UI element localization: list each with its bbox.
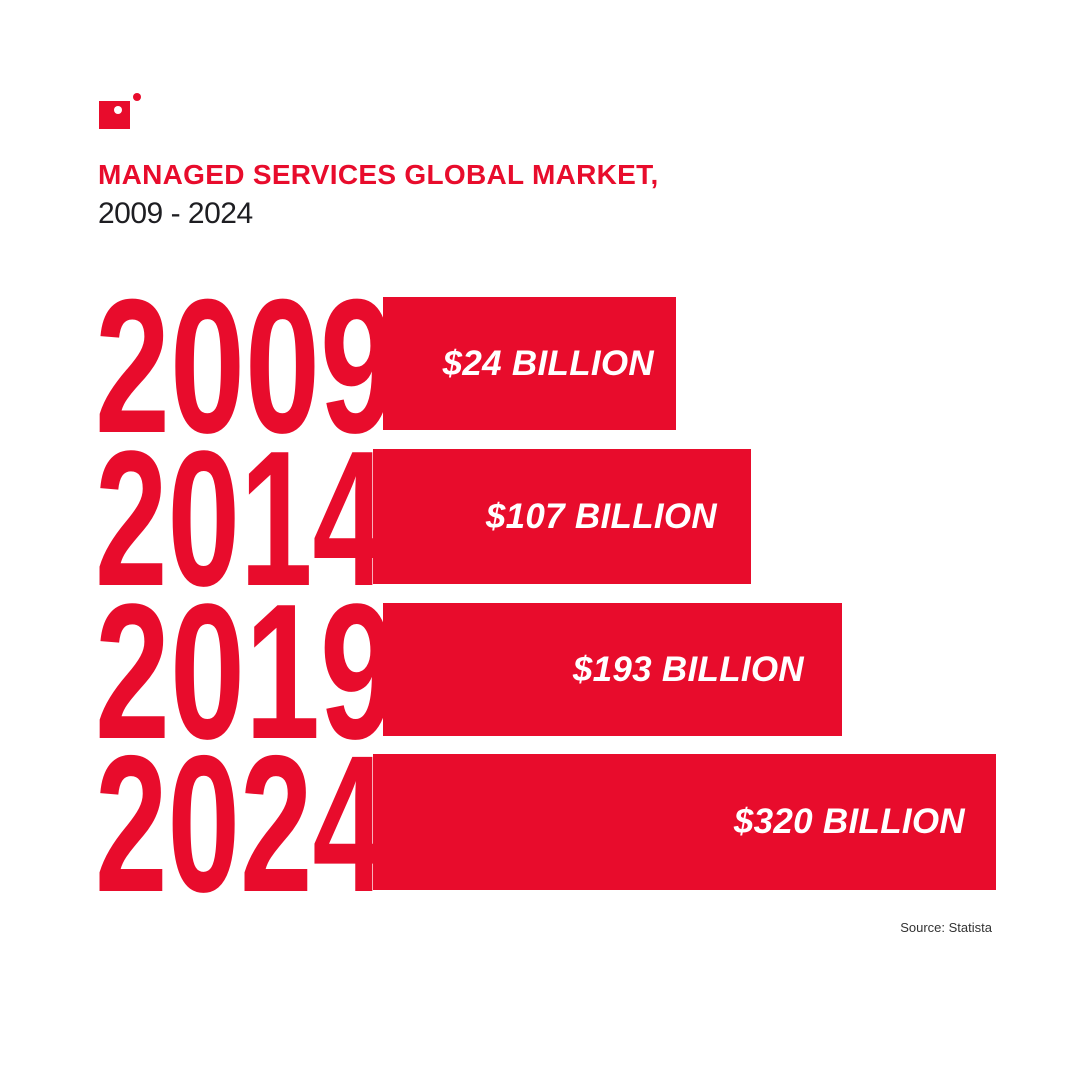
svg-text:2019: 2019 (95, 563, 395, 779)
bar: $320 BILLION (373, 754, 996, 890)
chart-title: MANAGED SERVICES GLOBAL MARKET, (98, 159, 659, 190)
svg-text:2014: 2014 (95, 410, 385, 626)
bar: $107 BILLION (373, 449, 751, 584)
source-note: Source: Statista (900, 920, 992, 935)
value-label: $107 BILLION (485, 496, 717, 536)
svg-text:2009: 2009 (95, 260, 395, 473)
bar: $193 BILLION (383, 603, 842, 736)
svg-text:2024: 2024 (95, 715, 385, 933)
bar: $24 BILLION (383, 297, 676, 430)
chart-subtitle: 2009 - 2024 (98, 197, 253, 230)
value-label: $193 BILLION (572, 649, 804, 689)
logo-dot-icon (133, 93, 141, 101)
logo-icon (99, 101, 130, 129)
value-label: $24 BILLION (442, 343, 654, 383)
logo-hole (114, 106, 122, 114)
value-label: $320 BILLION (733, 802, 965, 841)
